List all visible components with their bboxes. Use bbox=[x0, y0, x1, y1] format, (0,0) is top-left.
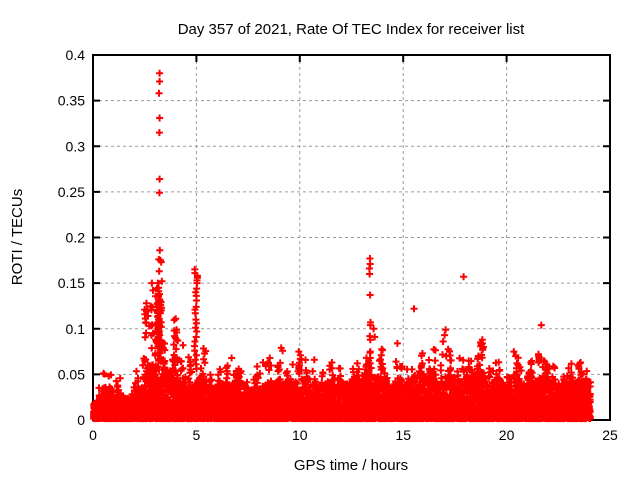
chart-title: Day 357 of 2021, Rate Of TEC Index for r… bbox=[178, 21, 525, 38]
y-tick-label: 0.15 bbox=[58, 275, 85, 291]
x-tick-label: 5 bbox=[193, 427, 201, 443]
data-points-layer bbox=[90, 69, 594, 423]
y-tick-label: 0 bbox=[77, 412, 85, 428]
x-tick-label: 20 bbox=[499, 427, 515, 443]
y-tick-label: 0.4 bbox=[66, 47, 86, 63]
y-axis-label: ROTI / TECUs bbox=[9, 189, 26, 285]
x-tick-label: 25 bbox=[602, 427, 618, 443]
grid-layer bbox=[93, 55, 610, 420]
y-tick-label: 0.35 bbox=[58, 93, 85, 109]
x-tick-label: 15 bbox=[395, 427, 411, 443]
grid-lines bbox=[93, 55, 610, 420]
x-tick-label: 10 bbox=[292, 427, 308, 443]
y-tick-label: 0.2 bbox=[66, 230, 86, 246]
y-tick-label: 0.25 bbox=[58, 184, 85, 200]
y-tick-label: 0.05 bbox=[58, 366, 85, 382]
tick-labels-layer: 0 5 10 15 20 25 0 0.05 0.1 0.15 0.2 0.25 0.3 0.35 0.4 bbox=[58, 47, 618, 443]
scatter-points bbox=[90, 69, 594, 423]
y-tick-label: 0.3 bbox=[66, 138, 86, 154]
x-tick-label: 0 bbox=[89, 427, 97, 443]
x-axis-label: GPS time / hours bbox=[294, 457, 408, 474]
y-tick-label: 0.1 bbox=[66, 321, 86, 337]
